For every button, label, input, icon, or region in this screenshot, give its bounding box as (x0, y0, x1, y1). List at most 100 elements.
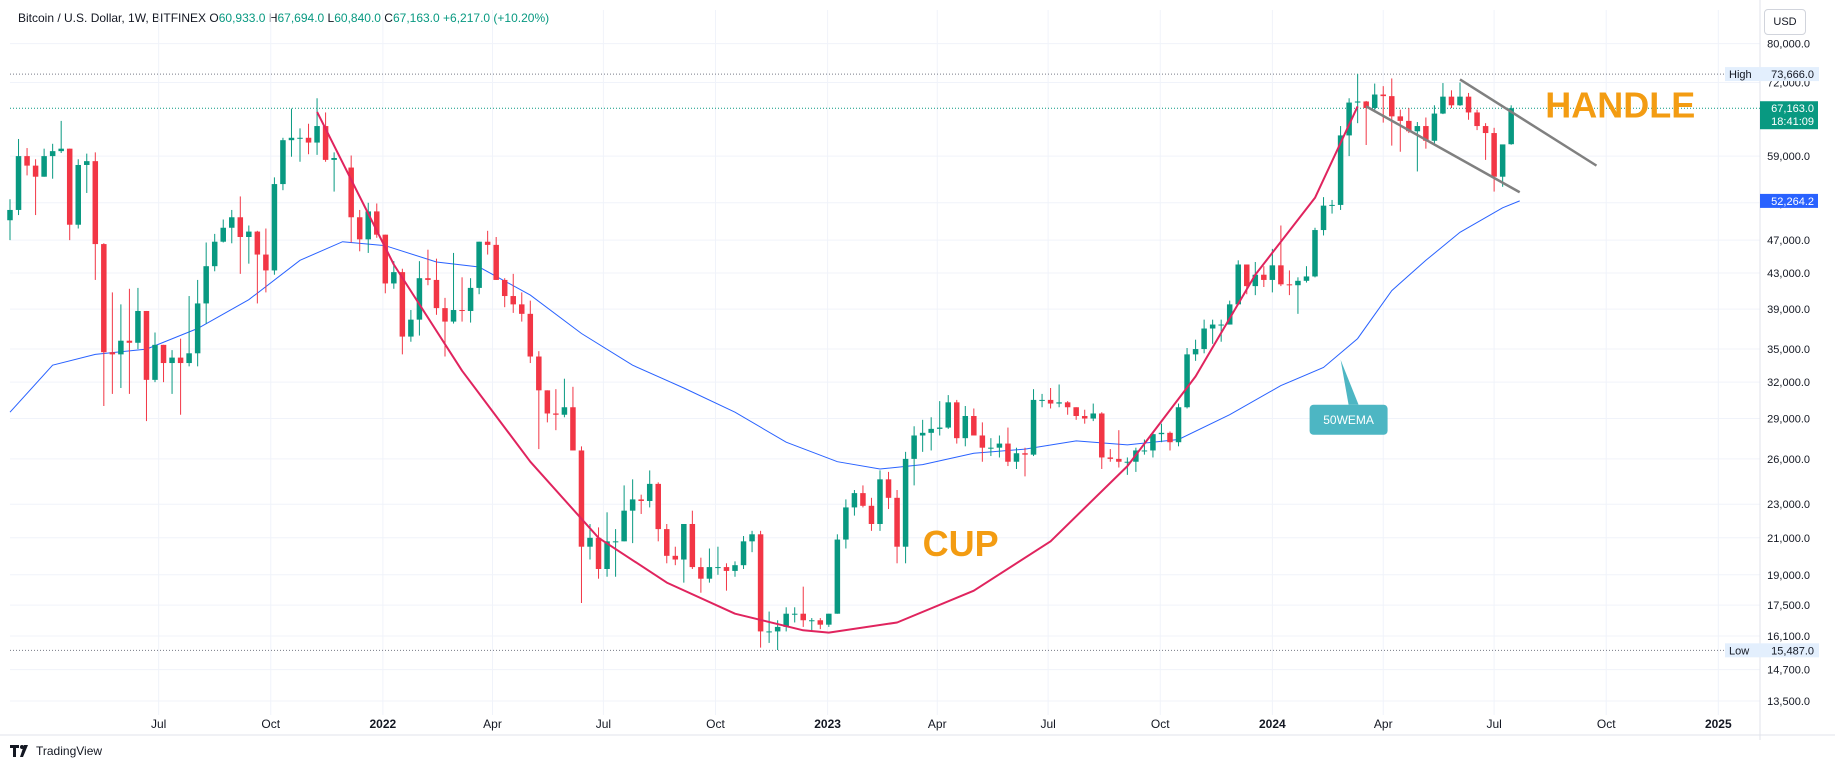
candle (1431, 105, 1438, 145)
candle (416, 261, 423, 336)
candle-body (1363, 101, 1369, 109)
candle-body (220, 227, 226, 242)
candle-body (109, 352, 116, 355)
candle (962, 406, 969, 447)
candle (297, 128, 303, 162)
price-chart[interactable]: 80,000.072,000.059,000.052,000.047,000.0… (0, 0, 1835, 740)
candle (621, 485, 627, 542)
candle-body (817, 620, 824, 625)
candle (1235, 260, 1241, 305)
time-tick-label: Oct (261, 717, 280, 731)
candle-body (774, 626, 781, 632)
candle-body (246, 231, 252, 237)
candle (1064, 401, 1071, 415)
candle (425, 249, 431, 286)
candle (561, 378, 568, 418)
candle (843, 499, 849, 549)
candle (1491, 127, 1497, 192)
candle-body (1167, 432, 1173, 443)
high-value: 67,694.0 (277, 11, 325, 25)
candle (1167, 431, 1173, 451)
candle-body (152, 344, 158, 380)
candle (672, 546, 679, 566)
ema-callout-pointer (1340, 359, 1359, 405)
tradingview-brand[interactable]: TradingView (10, 744, 102, 758)
candle (996, 435, 1003, 458)
candle (280, 137, 286, 191)
candle (979, 422, 986, 462)
candle (638, 494, 644, 514)
handle-lower-line (1365, 105, 1521, 194)
candle-body (732, 565, 738, 571)
candle (442, 297, 448, 357)
time-tick-label: Oct (706, 717, 725, 731)
candle-body (1261, 274, 1267, 280)
candle-body (41, 156, 47, 177)
candle (58, 120, 64, 153)
candle (954, 399, 960, 444)
candle (135, 287, 141, 350)
candle-body (843, 507, 849, 540)
candle-body (348, 167, 354, 218)
candle-body (945, 402, 951, 428)
candle (834, 534, 841, 614)
candle (1329, 199, 1335, 214)
candle (928, 417, 934, 451)
candle-body (672, 555, 679, 560)
candle (1269, 248, 1276, 293)
candle (629, 479, 636, 544)
candle (911, 426, 917, 486)
candle (809, 618, 815, 632)
candle (476, 241, 482, 295)
candle-body (612, 541, 619, 543)
price-tick-label: 23,000.0 (1767, 499, 1810, 511)
candle (681, 523, 687, 583)
currency-selector[interactable]: USD (1764, 9, 1806, 35)
candle (723, 563, 730, 591)
time-tick-label: Oct (1151, 717, 1170, 731)
candle (1278, 225, 1284, 287)
candle-body (783, 613, 789, 627)
ema-badge (1760, 193, 1818, 208)
candle (749, 530, 755, 553)
candle (1354, 73, 1361, 124)
price-tick-label: 29,000.0 (1767, 414, 1810, 426)
candle (536, 351, 542, 450)
candle (766, 611, 772, 643)
candle-body (928, 428, 934, 433)
candle-body (527, 313, 534, 357)
candle (1397, 109, 1404, 152)
candle-body (1286, 284, 1293, 286)
candle-body (1269, 265, 1276, 280)
candle-body (587, 537, 593, 547)
change-value: +6,217.0 (+10.20%) (443, 11, 550, 25)
candle-body (15, 156, 22, 210)
candle (322, 112, 329, 162)
candle-body (484, 241, 491, 245)
candle-body (706, 567, 713, 579)
candle-body (519, 304, 525, 314)
candle (860, 485, 866, 508)
candle (757, 530, 764, 648)
price-tick-label: 13,500.0 (1767, 696, 1810, 708)
candle-body (143, 310, 150, 380)
candle (732, 561, 738, 577)
candle-body (1099, 413, 1105, 458)
candle (1107, 449, 1114, 462)
candle-body (971, 415, 977, 436)
high-label: H (268, 11, 278, 25)
candle-body (280, 140, 286, 185)
candle (314, 98, 320, 155)
candle-body (24, 156, 30, 166)
candle-body (604, 541, 610, 569)
candle-body (681, 523, 687, 560)
candle-body (288, 137, 295, 141)
candle-body (229, 217, 235, 228)
candle-body (578, 450, 585, 547)
candle-body (962, 415, 969, 439)
candle-body (126, 340, 133, 343)
candle-body (1141, 450, 1148, 452)
candle (1047, 387, 1054, 409)
candle-body (1320, 205, 1327, 231)
candle (826, 613, 832, 627)
